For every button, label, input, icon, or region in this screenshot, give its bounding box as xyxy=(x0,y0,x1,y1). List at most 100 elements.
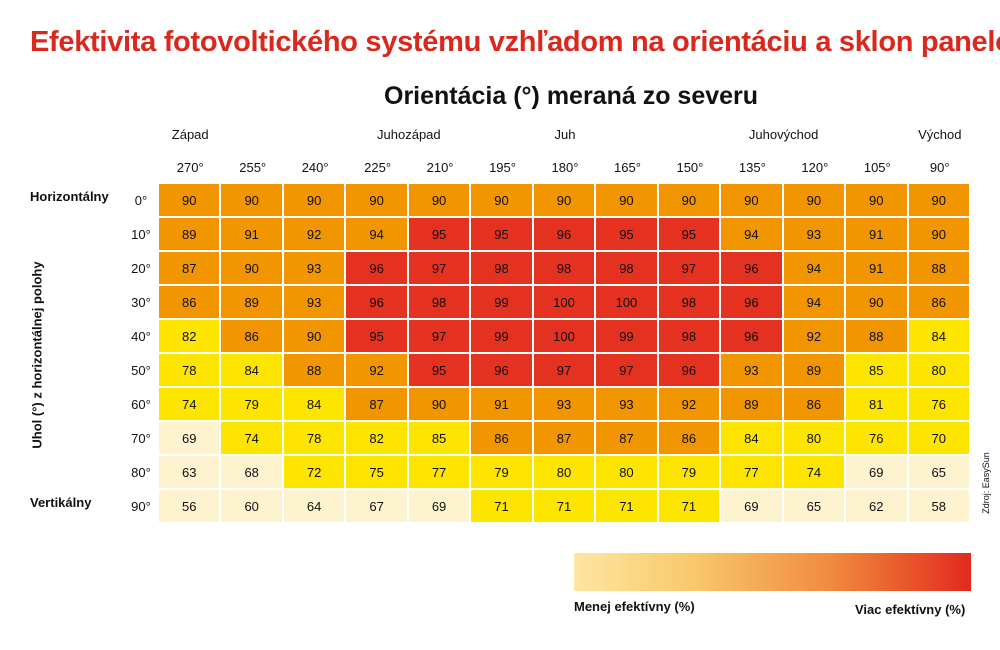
heatmap-grid: 90 90 90 90 90 90 90 90 90 90 90 90 90 89 91 92 94 95 95 96… xyxy=(159,184,971,524)
heatmap-cell: 93 xyxy=(783,218,847,252)
legend-high-label: Viac efektívny (%) xyxy=(855,602,966,617)
heatmap-cell: 89 xyxy=(159,218,222,252)
heatmap-cell: 80 xyxy=(908,354,971,388)
heatmap-cell: 69 xyxy=(721,490,784,524)
row-header: 70° xyxy=(131,431,151,446)
heatmap-cell: 98 xyxy=(471,252,534,286)
heatmap-cell: 69 xyxy=(159,422,222,456)
heatmap-cell: 90 xyxy=(908,184,971,218)
heatmap-cell: 87 xyxy=(346,388,409,422)
heatmap-cell: 90 xyxy=(283,320,347,354)
heatmap-cell: 90 xyxy=(221,184,284,218)
column-header: 120° xyxy=(801,160,829,175)
heatmap-cell: 84 xyxy=(908,320,971,354)
heatmap-cell: 65 xyxy=(783,490,847,524)
direction-label: Juh xyxy=(554,127,576,142)
legend-gradient-bar xyxy=(574,553,971,591)
heatmap-cell: 90 xyxy=(471,184,534,218)
heatmap-cell: 76 xyxy=(846,422,909,456)
heatmap-cell: 87 xyxy=(159,252,222,286)
row-header: 50° xyxy=(131,363,151,378)
heatmap-cell: 90 xyxy=(408,184,472,218)
heatmap-cell: 90 xyxy=(721,184,784,218)
heatmap-cell: 98 xyxy=(658,286,722,320)
heatmap-cell: 74 xyxy=(159,388,222,422)
heatmap-cell: 88 xyxy=(846,320,909,354)
heatmap-cell: 94 xyxy=(346,218,409,252)
heatmap-cell: 98 xyxy=(533,252,597,286)
heatmap-cell: 100 xyxy=(596,286,659,320)
column-header: 150° xyxy=(676,160,704,175)
heatmap-cell: 90 xyxy=(533,184,597,218)
heatmap-cell: 96 xyxy=(346,252,409,286)
heatmap-cell: 95 xyxy=(596,218,659,252)
heatmap-cell: 92 xyxy=(346,354,409,388)
row-header: 30° xyxy=(131,295,151,310)
heatmap-cell: 94 xyxy=(721,218,784,252)
heatmap-cell: 96 xyxy=(658,354,722,388)
column-header: 105° xyxy=(863,160,891,175)
heatmap-cell: 71 xyxy=(596,490,659,524)
heatmap-cell: 60 xyxy=(221,490,284,524)
heatmap-cell: 98 xyxy=(596,252,659,286)
column-header: 195° xyxy=(489,160,516,175)
heatmap-cell: 90 xyxy=(783,184,847,218)
heatmap-cell: 76 xyxy=(908,388,971,422)
direction-label: Východ xyxy=(918,127,962,142)
heatmap-cell: 82 xyxy=(159,320,222,354)
heatmap-cell: 74 xyxy=(783,456,847,490)
heatmap-cell: 97 xyxy=(408,320,472,354)
heatmap-cell: 93 xyxy=(596,388,659,422)
heatmap-cell: 82 xyxy=(346,422,409,456)
column-header: 180° xyxy=(551,160,579,175)
direction-label: Západ xyxy=(171,127,209,142)
heatmap-cell: 90 xyxy=(846,184,909,218)
heatmap-cell: 85 xyxy=(408,422,472,456)
heatmap-cell: 91 xyxy=(221,218,284,252)
heatmap-cell: 92 xyxy=(658,388,722,422)
column-header: 270° xyxy=(176,160,204,175)
heatmap-cell: 89 xyxy=(721,388,784,422)
heatmap-cell: 87 xyxy=(533,422,597,456)
row-header: 20° xyxy=(131,261,151,276)
x-axis-title: Orientácia (°) meraná zo severu xyxy=(384,82,759,110)
row-header: 0° xyxy=(134,193,148,208)
row-header: 40° xyxy=(131,329,151,344)
heatmap-cell: 90 xyxy=(658,184,722,218)
heatmap-cell: 96 xyxy=(346,286,409,320)
heatmap-cell: 97 xyxy=(596,354,659,388)
direction-label: Juhozápad xyxy=(377,127,441,142)
y-axis-title: Uhol (°) z horizontálnej polohy xyxy=(29,261,45,449)
heatmap-cell: 68 xyxy=(221,456,284,490)
heatmap-cell: 69 xyxy=(408,490,472,524)
heatmap-cell: 64 xyxy=(283,490,347,524)
heatmap-cell: 90 xyxy=(159,184,222,218)
heatmap-cell: 56 xyxy=(159,490,222,524)
heatmap-cell: 84 xyxy=(221,354,284,388)
heatmap-cell: 86 xyxy=(471,422,534,456)
heatmap-cell: 86 xyxy=(908,286,971,320)
heatmap-cell: 90 xyxy=(408,388,472,422)
column-header: 165° xyxy=(614,160,641,175)
column-header: 225° xyxy=(364,160,392,175)
heatmap-cell: 80 xyxy=(783,422,847,456)
heatmap-cell: 81 xyxy=(846,388,909,422)
direction-label: Juhovýchod xyxy=(748,127,819,142)
heatmap-cell: 62 xyxy=(846,490,909,524)
heatmap-cell: 91 xyxy=(846,218,909,252)
heatmap-cell: 95 xyxy=(471,218,534,252)
heatmap-cell: 86 xyxy=(159,286,222,320)
column-header: 135° xyxy=(738,160,766,175)
heatmap-cell: 63 xyxy=(159,456,222,490)
heatmap-cell: 75 xyxy=(346,456,409,490)
heatmap-cell: 96 xyxy=(471,354,534,388)
heatmap-cell: 88 xyxy=(283,354,347,388)
heatmap-cell: 79 xyxy=(221,388,284,422)
heatmap-cell: 97 xyxy=(408,252,472,286)
row-header: 10° xyxy=(131,227,151,242)
heatmap-cell: 94 xyxy=(783,286,847,320)
column-header: 210° xyxy=(426,160,454,175)
heatmap-cell: 96 xyxy=(721,320,784,354)
heatmap-cell: 80 xyxy=(596,456,659,490)
heatmap-cell: 70 xyxy=(908,422,971,456)
